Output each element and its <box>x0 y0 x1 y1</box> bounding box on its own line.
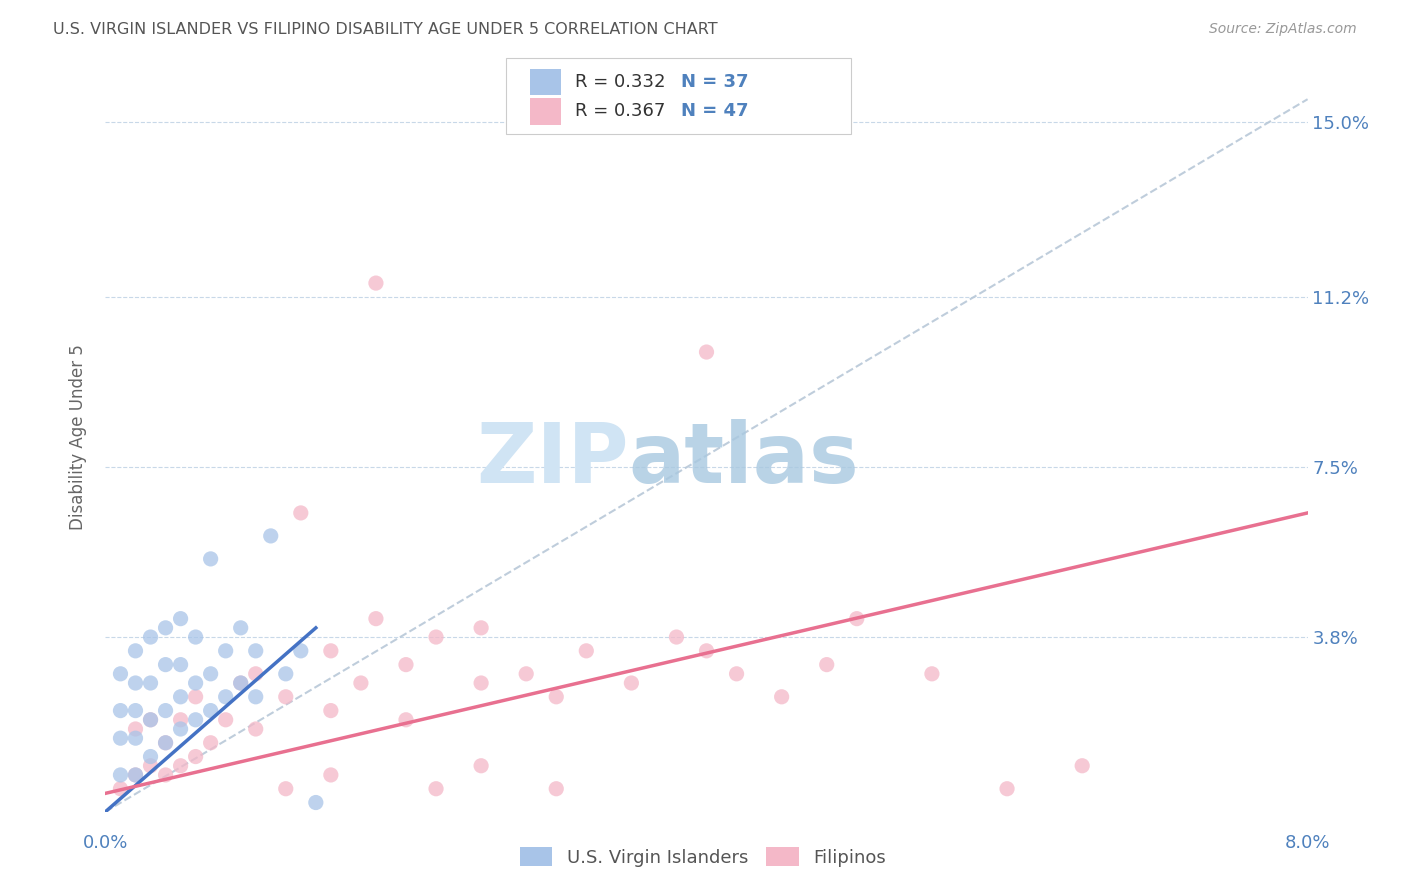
Point <box>546 690 568 704</box>
Y-axis label: Disability Age Under 5: Disability Age Under 5 <box>69 344 87 530</box>
Point <box>364 612 387 626</box>
Point <box>245 722 267 736</box>
Point <box>546 781 568 796</box>
Text: 0.0%: 0.0% <box>83 834 128 852</box>
Point <box>575 644 598 658</box>
Point <box>245 644 267 658</box>
Point <box>200 666 222 681</box>
Point <box>319 768 342 782</box>
Point <box>110 704 132 718</box>
Point <box>214 690 236 704</box>
Point <box>845 612 868 626</box>
Text: R = 0.367: R = 0.367 <box>575 103 665 120</box>
Point <box>229 676 252 690</box>
Point <box>155 736 177 750</box>
Point <box>274 666 297 681</box>
Point <box>665 630 688 644</box>
Text: Source: ZipAtlas.com: Source: ZipAtlas.com <box>1209 22 1357 37</box>
Point <box>110 768 132 782</box>
Point <box>200 704 222 718</box>
Point <box>169 612 191 626</box>
Point <box>184 713 207 727</box>
Point <box>184 690 207 704</box>
Point <box>274 781 297 796</box>
Point <box>155 621 177 635</box>
Point <box>290 644 312 658</box>
Text: N = 37: N = 37 <box>681 73 748 91</box>
Point <box>696 644 718 658</box>
Point <box>995 781 1018 796</box>
Point <box>139 749 162 764</box>
Point <box>169 690 191 704</box>
Point <box>139 758 162 772</box>
Point <box>124 676 146 690</box>
Text: N = 47: N = 47 <box>681 103 748 120</box>
Point <box>921 666 943 681</box>
Point <box>169 657 191 672</box>
Point <box>124 731 146 746</box>
Point <box>229 621 252 635</box>
Point <box>229 676 252 690</box>
Point <box>124 704 146 718</box>
Point <box>139 676 162 690</box>
Point <box>169 713 191 727</box>
Point <box>815 657 838 672</box>
Point <box>364 276 387 290</box>
Point <box>124 768 146 782</box>
Text: ZIP: ZIP <box>475 419 628 500</box>
Point <box>155 768 177 782</box>
Point <box>139 713 162 727</box>
Point <box>110 666 132 681</box>
Point <box>350 676 373 690</box>
Point <box>319 644 342 658</box>
Text: R = 0.332: R = 0.332 <box>575 73 665 91</box>
Point <box>290 506 312 520</box>
Point <box>260 529 283 543</box>
Point <box>124 768 146 782</box>
Point <box>155 657 177 672</box>
Point <box>214 644 236 658</box>
Point <box>725 666 748 681</box>
Point <box>319 704 342 718</box>
Point <box>169 758 191 772</box>
Point <box>395 657 418 672</box>
Legend: U.S. Virgin Islanders, Filipinos: U.S. Virgin Islanders, Filipinos <box>513 840 893 874</box>
Point <box>245 666 267 681</box>
Point <box>169 722 191 736</box>
Point <box>214 713 236 727</box>
Point <box>620 676 643 690</box>
Point <box>124 644 146 658</box>
Point <box>200 736 222 750</box>
Point <box>110 731 132 746</box>
Point <box>470 676 492 690</box>
Point <box>425 630 447 644</box>
Point <box>139 713 162 727</box>
Point <box>139 630 162 644</box>
Point <box>470 758 492 772</box>
Point <box>425 781 447 796</box>
Point <box>124 722 146 736</box>
Point <box>155 704 177 718</box>
Point <box>200 552 222 566</box>
Point <box>274 690 297 704</box>
Point <box>770 690 793 704</box>
Text: U.S. VIRGIN ISLANDER VS FILIPINO DISABILITY AGE UNDER 5 CORRELATION CHART: U.S. VIRGIN ISLANDER VS FILIPINO DISABIL… <box>53 22 718 37</box>
Point <box>184 749 207 764</box>
Point <box>515 666 537 681</box>
Point <box>1071 758 1094 772</box>
Text: atlas: atlas <box>628 419 859 500</box>
Point <box>245 690 267 704</box>
Point <box>470 621 492 635</box>
Point <box>305 796 328 810</box>
Point <box>110 781 132 796</box>
Point <box>395 713 418 727</box>
Point <box>184 630 207 644</box>
Point <box>184 676 207 690</box>
Text: 8.0%: 8.0% <box>1285 834 1330 852</box>
Point <box>155 736 177 750</box>
Point <box>696 345 718 359</box>
